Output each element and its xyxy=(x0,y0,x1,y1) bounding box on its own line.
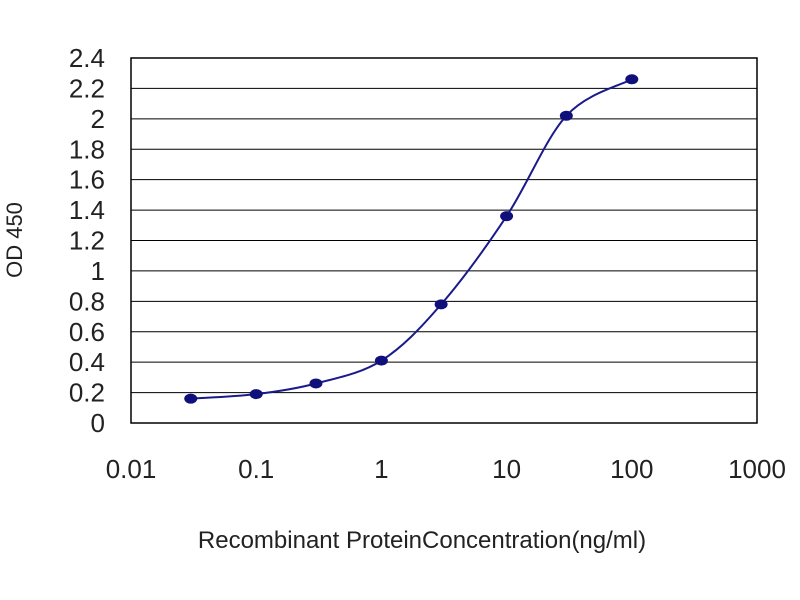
x-tick-label: 1 xyxy=(374,454,388,484)
plot-frame xyxy=(130,57,758,424)
y-tick-label: 1.2 xyxy=(69,226,105,256)
data-points xyxy=(184,74,639,404)
y-axis-title: OD 450 xyxy=(2,202,27,278)
data-point xyxy=(500,211,514,222)
data-point xyxy=(625,74,639,85)
y-tick-label: 2.4 xyxy=(69,43,105,73)
x-tick-label: 0.1 xyxy=(238,454,274,484)
y-tick-label: 0.6 xyxy=(69,317,105,347)
y-tick-label: 0.4 xyxy=(69,347,105,377)
data-point xyxy=(559,110,573,121)
x-tick-label: 0.01 xyxy=(106,454,157,484)
y-tick-label: 1.8 xyxy=(69,134,105,164)
y-tick-label: 0 xyxy=(91,408,105,438)
y-tick-label: 0.2 xyxy=(69,378,105,408)
x-tick-labels: 0.01 0.1 1 10 100 1000 xyxy=(106,454,786,484)
y-tick-label: 2 xyxy=(91,104,105,134)
series-line xyxy=(190,78,633,400)
data-point xyxy=(434,299,448,310)
y-tick-labels: 00.20.40.60.811.21.41.61.822.22.4 xyxy=(69,43,105,438)
data-point xyxy=(374,355,388,366)
x-tick-label: 100 xyxy=(610,454,653,484)
gridlines xyxy=(131,87,757,394)
data-point xyxy=(249,389,263,400)
y-tick-label: 1 xyxy=(91,256,105,286)
x-tick-label: 10 xyxy=(492,454,521,484)
y-tick-label: 1.4 xyxy=(69,195,105,225)
data-point xyxy=(184,393,198,404)
x-tick-label: 1000 xyxy=(728,454,786,484)
x-axis-title: Recombinant ProteinConcentration(ng/ml) xyxy=(198,527,646,554)
y-tick-label: 2.2 xyxy=(69,73,105,103)
y-tick-label: 1.6 xyxy=(69,165,105,195)
y-tick-label: 0.8 xyxy=(69,286,105,316)
data-point xyxy=(309,378,323,389)
